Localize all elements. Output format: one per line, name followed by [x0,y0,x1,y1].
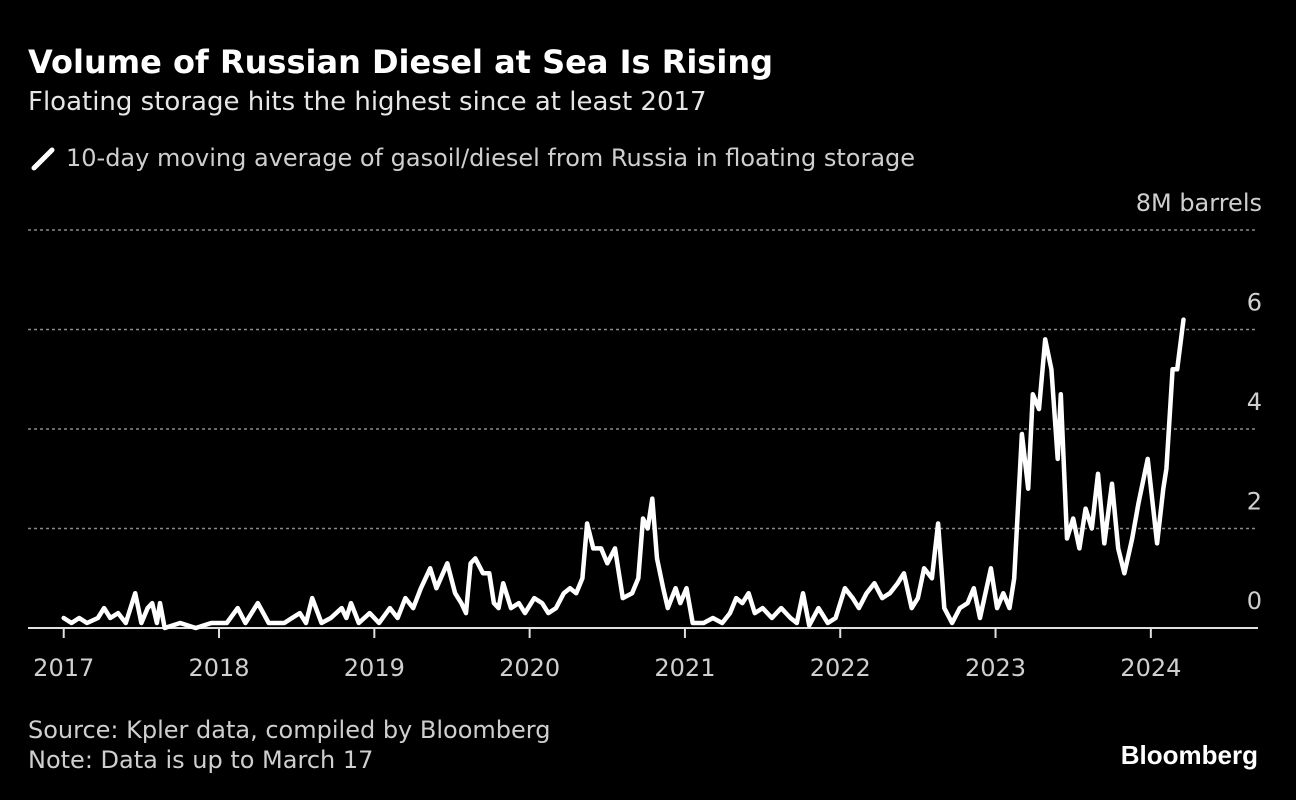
legend-label: 10-day moving average of gasoil/diesel f… [66,144,915,172]
y-tick-label: 8M barrels [1136,189,1262,217]
x-tick-label: 2020 [499,654,560,682]
chart-subtitle: Floating storage hits the highest since … [28,87,707,117]
legend-swatch [31,147,55,171]
x-tick-label: 2022 [810,654,871,682]
y-tick-label: 6 [1247,289,1262,317]
data-line [61,317,1186,631]
x-tick-label: 2023 [965,654,1026,682]
y-tick-label: 4 [1247,388,1262,416]
source: Source: Kpler data, compiled by Bloomber… [28,716,550,744]
x-tick-label: 2019 [344,654,405,682]
y-tick-label: 2 [1247,488,1262,516]
x-tick-label: 2017 [33,654,94,682]
x-tick-label: 2018 [188,654,249,682]
x-tick-label: 2021 [654,654,715,682]
brand: Bloomberg [1121,740,1258,770]
chart-title: Volume of Russian Diesel at Sea Is Risin… [28,43,773,81]
note: Note: Data is up to March 17 [28,746,373,774]
x-tick-label: 2024 [1120,654,1181,682]
y-tick-label: 0 [1247,587,1262,615]
